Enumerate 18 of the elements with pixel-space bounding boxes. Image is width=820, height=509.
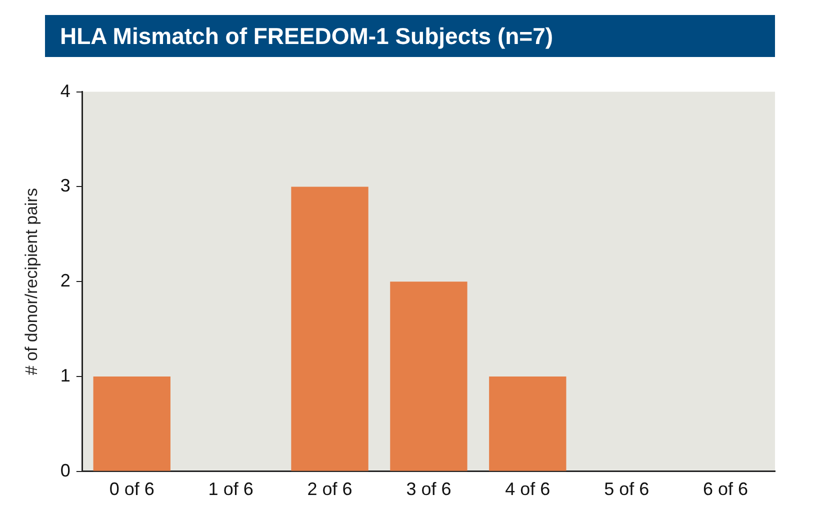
x-tick-label: 0 of 6: [109, 479, 154, 500]
chart-title: HLA Mismatch of FREEDOM-1 Subjects (n=7): [45, 15, 775, 57]
x-tick-label: 1 of 6: [208, 479, 254, 500]
y-tick-label: 1: [60, 365, 70, 386]
y-axis-title: # of donor/recipient pairs: [22, 188, 41, 376]
y-tick-label: 3: [60, 176, 70, 196]
x-tick-label: 4 of 6: [505, 479, 550, 500]
y-tick-label: 2: [60, 270, 70, 291]
y-tick-label: 4: [60, 80, 70, 101]
x-tick-label: 2 of 6: [307, 479, 352, 500]
y-tick-label: 0: [60, 460, 70, 480]
bar: [390, 282, 468, 471]
bar: [93, 376, 170, 471]
x-tick-label: 5 of 6: [604, 479, 650, 500]
x-tick-label: 6 of 6: [703, 479, 748, 500]
bar: [489, 376, 566, 471]
bar: [291, 186, 368, 471]
x-tick-label: 3 of 6: [406, 479, 452, 500]
